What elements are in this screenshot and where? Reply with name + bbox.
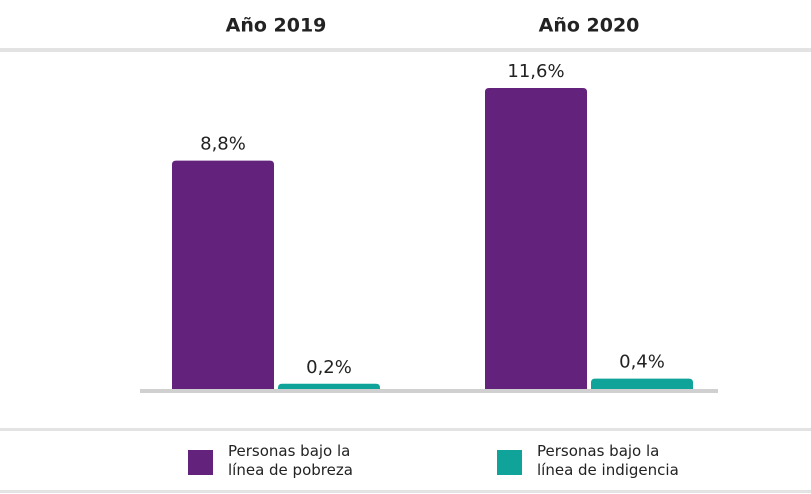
bar	[278, 383, 380, 389]
value-label: 0,4%	[619, 352, 665, 373]
bar	[172, 160, 274, 389]
value-label: 11,6%	[507, 61, 564, 82]
legend-swatch	[497, 450, 522, 475]
legend-rule	[0, 490, 811, 493]
legend-swatch	[188, 450, 213, 475]
value-label: 0,2%	[306, 357, 352, 378]
legend-label: Personas bajo la línea de pobreza	[228, 442, 353, 479]
category-label: Año 2019	[226, 15, 327, 37]
header-rule	[0, 48, 811, 52]
bar	[591, 378, 693, 389]
bar	[485, 88, 587, 389]
legend-label: Personas bajo la línea de indigencia	[537, 442, 679, 479]
legend-rule	[0, 428, 811, 431]
value-label: 8,8%	[200, 134, 246, 155]
category-label: Año 2020	[539, 15, 640, 37]
baseline	[140, 389, 718, 393]
